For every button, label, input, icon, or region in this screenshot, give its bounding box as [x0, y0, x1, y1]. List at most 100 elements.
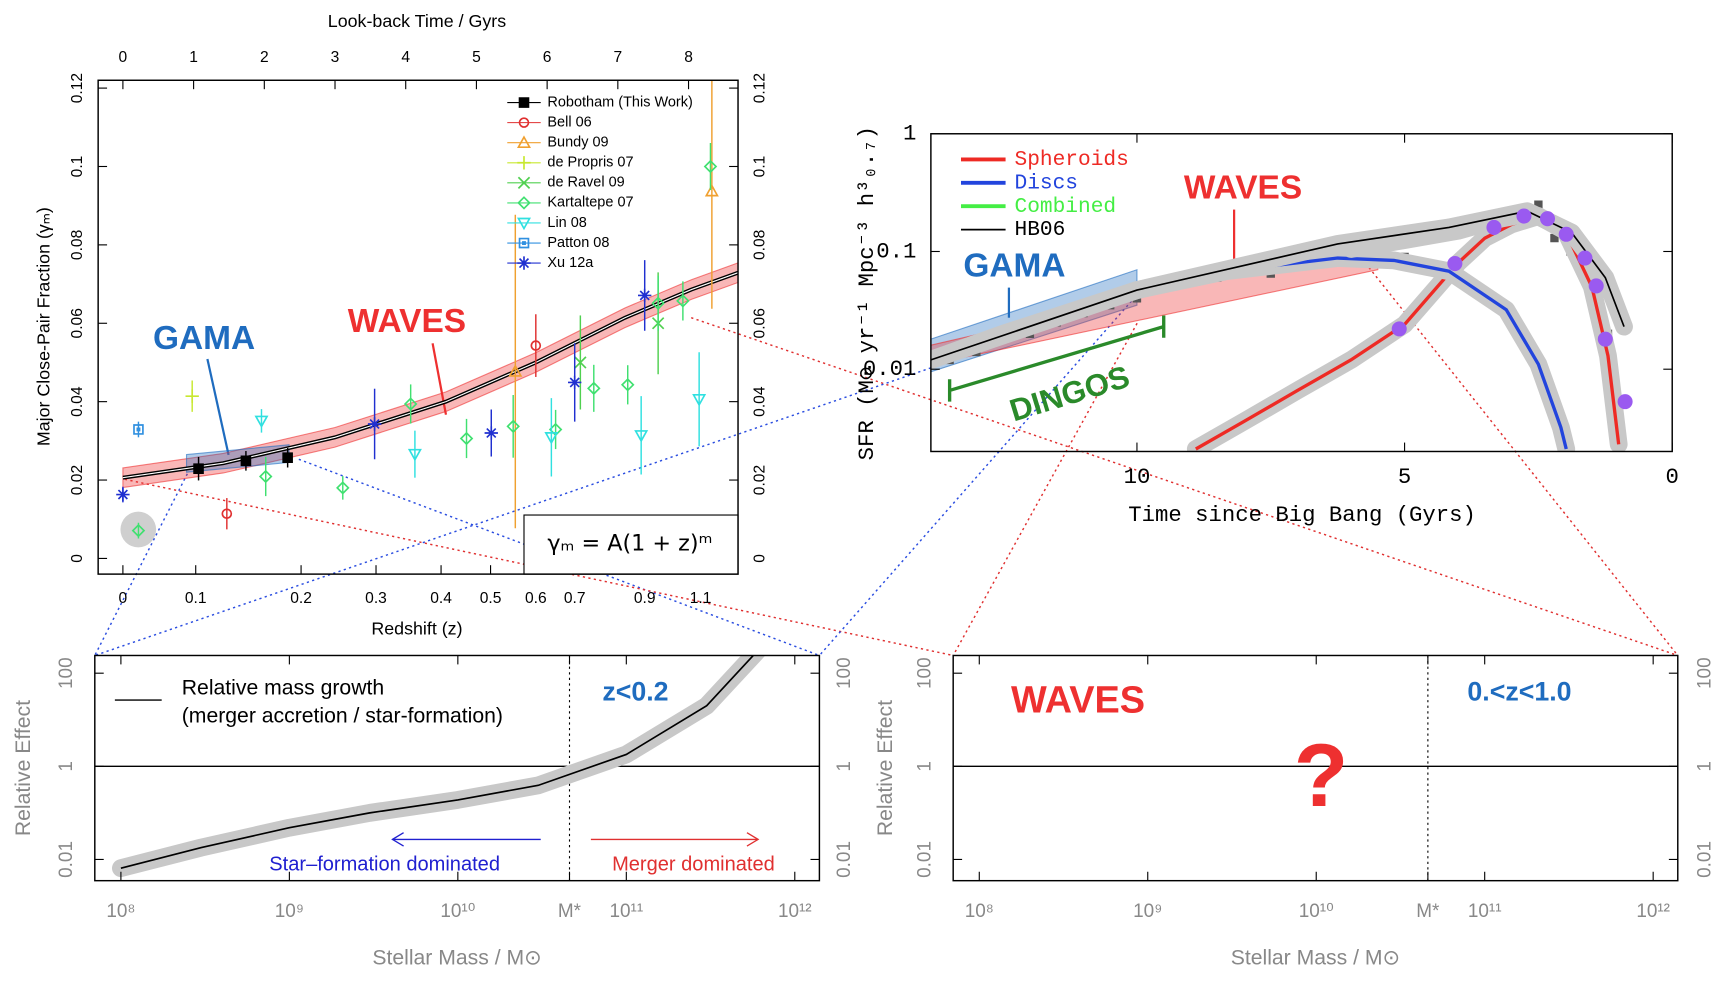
y-tick-label: 1 [1695, 761, 1716, 772]
y-tick-label: 100 [56, 657, 77, 689]
connectors [94, 267, 1679, 657]
x-tick-label: M* [558, 901, 582, 922]
point [574, 356, 587, 369]
plot-frame [930, 133, 1673, 453]
chart: Look-back Time / Gyrs Redshift (z) Major C… [33, 11, 768, 639]
legend-label: Bell 06 [547, 114, 591, 130]
y-tick-label: 1 [834, 761, 855, 772]
point [484, 426, 498, 440]
x-tick-label: 10 [1124, 464, 1151, 490]
point [240, 455, 252, 467]
legend-label: Bundy 09 [547, 135, 608, 151]
y-tick-label: 0.01 [914, 841, 935, 878]
legend-marker [516, 217, 531, 231]
y-tick-label: 0.08 [751, 230, 768, 260]
formula: γₘ = A(1 + z)ᵐ [547, 531, 712, 557]
legend-label: de Ravel 09 [547, 175, 624, 191]
region-label: WAVES [348, 303, 466, 340]
legend-marker [518, 117, 530, 128]
point [544, 432, 559, 445]
plot-frame [952, 654, 1679, 882]
annotation: Star–formation dominated [269, 853, 500, 875]
region-label: WAVES [1184, 169, 1302, 206]
x-tick-label: 3 [331, 49, 340, 66]
y-axis-label: Relative Effect [874, 700, 897, 836]
y-tick-label: 0.06 [751, 308, 768, 338]
legend-label: Spheroids [1014, 148, 1128, 172]
x-tick-label: 10¹⁰ [440, 901, 475, 922]
point [116, 487, 130, 502]
point [221, 508, 233, 520]
point [1486, 219, 1502, 235]
point [703, 159, 718, 174]
legend-label: Combined [1014, 195, 1116, 219]
point [508, 364, 523, 377]
y-tick-label: 0.01 [834, 841, 855, 878]
legend-label: Xu 12a [547, 255, 594, 271]
x-tick-label: M* [1416, 901, 1440, 922]
x-tick-label: 10¹¹ [1468, 901, 1502, 922]
point [587, 381, 601, 396]
y-tick-label: 0.1 [876, 238, 916, 264]
x-tick-label: 10¹⁰ [1299, 901, 1334, 922]
point [258, 469, 273, 484]
y-tick-label: 100 [834, 657, 855, 689]
y-tick-label: 0.04 [751, 386, 768, 417]
point [1588, 278, 1604, 294]
region-band [122, 262, 739, 489]
x-tick-label: 10⁸ [106, 901, 135, 922]
plot-area [116, 80, 739, 539]
region-label: GAMA [963, 247, 1065, 284]
annotation: Merger dominated [612, 853, 775, 875]
x2-axis-label: Redshift (z) [371, 619, 462, 639]
x-tick-label: 5 [1398, 464, 1411, 490]
annotation: WAVES [1011, 679, 1145, 721]
point [133, 424, 144, 435]
y-tick-label: 0.02 [751, 465, 768, 495]
y-axis-label: SFR (M⊙ yr⁻¹ Mpc⁻³ h³₀.₇) [854, 126, 880, 460]
legend-label: Kartaltepe 07 [547, 195, 633, 211]
x-tick-label: 10⁹ [275, 901, 304, 922]
y-axis-label: Major Close-Pair Fraction (γₘ) [33, 207, 53, 446]
connector [94, 473, 188, 656]
legend-marker [518, 237, 530, 249]
y-tick-label: 0.1 [751, 156, 768, 178]
y-tick-label: 0.01 [863, 356, 916, 382]
point [193, 463, 204, 474]
plot-area [953, 655, 1678, 881]
y-tick-label: 1 [903, 121, 916, 147]
point [692, 394, 707, 407]
y-tick-label: 0 [751, 554, 768, 563]
x-tick-label: 2 [260, 49, 269, 66]
x2-tick-label: 0.5 [480, 590, 502, 607]
connector [94, 367, 932, 657]
arrow-head [391, 832, 404, 847]
legend-marker [517, 256, 531, 270]
point [568, 375, 582, 390]
legend-label: Lin 08 [547, 215, 586, 231]
legend-marker [517, 156, 531, 170]
connector [298, 458, 820, 657]
point [403, 397, 418, 411]
annotation: 0.<z<1.0 [1467, 676, 1571, 706]
x-axis-label: Look-back Time / Gyrs [328, 11, 506, 31]
point [1516, 208, 1532, 224]
point [254, 415, 269, 429]
point [1391, 321, 1407, 337]
legend-label: Patton 08 [547, 235, 609, 251]
x2-tick-label: 0.7 [564, 590, 586, 607]
connector [818, 300, 1133, 656]
plot-frame [94, 654, 821, 882]
legend-label: Robotham (This Work) [547, 94, 692, 110]
point [1539, 211, 1556, 227]
y-tick-label: 1 [56, 761, 77, 772]
pointer [206, 358, 230, 456]
x2-tick-label: 0.3 [365, 590, 387, 607]
point [638, 288, 652, 303]
point [506, 419, 520, 434]
y-tick-label: 100 [1695, 657, 1716, 689]
plot-frame [97, 79, 739, 575]
